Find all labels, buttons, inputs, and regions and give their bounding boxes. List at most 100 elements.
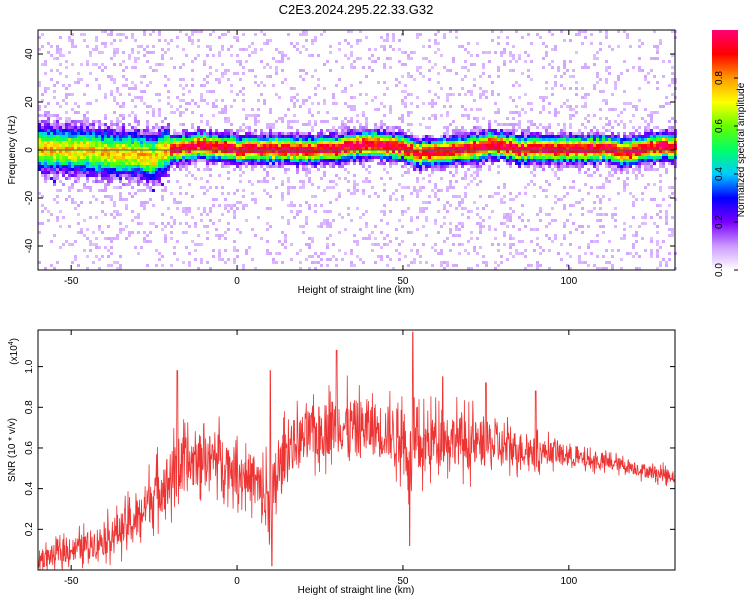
spectral-cell — [383, 63, 386, 66]
spectral-cell — [443, 144, 446, 147]
spectral-cell — [101, 180, 104, 183]
spectral-cell — [101, 63, 104, 66]
spectral-cell — [338, 249, 341, 252]
spectral-cell — [386, 57, 389, 60]
spectral-cell — [398, 39, 401, 42]
spectral-cell — [137, 150, 140, 153]
spectral-cell — [218, 258, 221, 261]
spectral-cell — [407, 114, 410, 117]
spectral-cell — [203, 144, 206, 147]
spectral-cell — [353, 156, 356, 159]
spectral-cell — [149, 105, 152, 108]
spectral-cell — [569, 141, 572, 144]
spectral-cell — [428, 165, 431, 168]
spectral-cell — [431, 264, 434, 267]
spectral-cell — [428, 141, 431, 144]
spectral-cell — [353, 126, 356, 129]
spectral-cell — [626, 144, 629, 147]
spectral-cell — [53, 126, 56, 129]
spectral-cell — [233, 156, 236, 159]
spectral-cell — [155, 69, 158, 72]
spectral-cell — [296, 48, 299, 51]
spectral-cell — [329, 156, 332, 159]
spectral-cell — [350, 192, 353, 195]
spectral-cell — [509, 237, 512, 240]
spectral-cell — [137, 135, 140, 138]
spectral-cell — [554, 162, 557, 165]
spectral-cell — [491, 144, 494, 147]
spectral-cell — [173, 156, 176, 159]
spectral-cell — [56, 159, 59, 162]
spectral-cell — [119, 144, 122, 147]
spectral-cell — [500, 141, 503, 144]
spectral-cell — [359, 135, 362, 138]
spectral-cell — [293, 162, 296, 165]
spectral-cell — [437, 141, 440, 144]
spectral-cell — [224, 237, 227, 240]
spectral-cell — [305, 72, 308, 75]
spectral-cell — [371, 60, 374, 63]
spectral-cell — [161, 147, 164, 150]
spectral-cell — [86, 132, 89, 135]
spectral-cell — [509, 60, 512, 63]
spectral-cell — [512, 237, 515, 240]
spectral-cell — [305, 168, 308, 171]
spectral-cell — [479, 231, 482, 234]
spectral-cell — [440, 252, 443, 255]
spectral-cell — [182, 144, 185, 147]
spectral-cell — [605, 267, 608, 270]
spectral-cell — [137, 51, 140, 54]
spectral-cell — [596, 57, 599, 60]
spectral-cell — [317, 225, 320, 228]
spectral-cell — [314, 141, 317, 144]
spectral-cell — [518, 162, 521, 165]
spectral-cell — [125, 162, 128, 165]
spectral-cell — [149, 135, 152, 138]
spectral-cell — [86, 120, 89, 123]
spectral-cell — [272, 150, 275, 153]
spectral-cell — [116, 51, 119, 54]
spectral-cell — [629, 135, 632, 138]
spectral-cell — [578, 201, 581, 204]
spectral-cell — [584, 126, 587, 129]
spectral-cell — [110, 174, 113, 177]
spectral-cell — [371, 150, 374, 153]
spectral-cell — [455, 168, 458, 171]
spectral-cell — [128, 168, 131, 171]
spectral-cell — [122, 129, 125, 132]
spectral-cell — [461, 138, 464, 141]
spectral-cell — [365, 147, 368, 150]
spectral-cell — [467, 144, 470, 147]
spectral-cell — [599, 213, 602, 216]
spectral-cell — [191, 195, 194, 198]
spectral-cell — [272, 144, 275, 147]
spectral-cell — [500, 222, 503, 225]
spectral-cell — [605, 60, 608, 63]
spectral-cell — [611, 168, 614, 171]
spectral-cell — [44, 129, 47, 132]
spectral-cell — [569, 159, 572, 162]
spectral-cell — [260, 150, 263, 153]
spectral-cell — [482, 135, 485, 138]
spectral-cell — [59, 165, 62, 168]
spectral-cell — [284, 147, 287, 150]
spectral-cell — [158, 114, 161, 117]
spectral-cell — [287, 108, 290, 111]
spectral-cell — [137, 165, 140, 168]
spectral-cell — [449, 162, 452, 165]
spectral-cell — [530, 78, 533, 81]
spectral-cell — [74, 141, 77, 144]
spectral-cell — [383, 210, 386, 213]
spectral-cell — [503, 231, 506, 234]
spectral-cell — [44, 60, 47, 63]
spectral-cell — [614, 156, 617, 159]
spectral-cell — [248, 138, 251, 141]
spectral-cell — [464, 129, 467, 132]
spectral-cell — [269, 159, 272, 162]
spectral-cell — [128, 231, 131, 234]
spectral-cell — [242, 207, 245, 210]
spectral-cell — [215, 150, 218, 153]
spectral-cell — [551, 144, 554, 147]
spectral-cell — [242, 93, 245, 96]
spectral-cell — [260, 138, 263, 141]
